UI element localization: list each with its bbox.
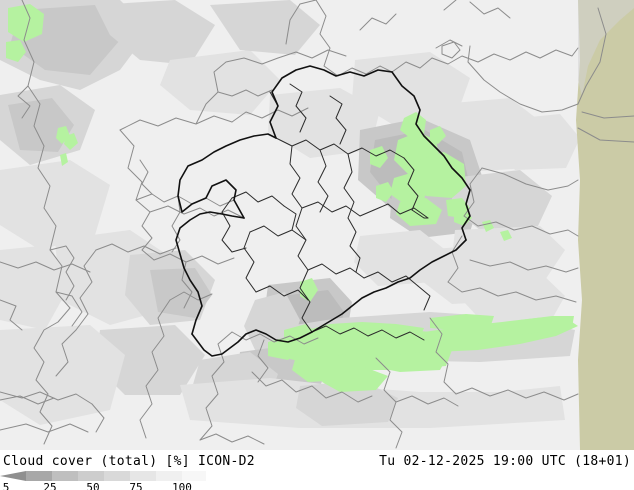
colorbar-ticks: 5 25 50 75 100 — [0, 481, 230, 490]
germany-national-border — [175, 65, 471, 357]
map-footer: Cloud cover (total) [%] ICON-D2 Tu 02-12… — [0, 450, 634, 490]
colorbar — [0, 471, 206, 481]
cloud-cover-map[interactable] — [0, 0, 634, 450]
valid-timestamp: Tu 02-12-2025 19:00 UTC (18+01) — [379, 454, 631, 469]
map-canvas — [0, 0, 634, 450]
country-borders — [0, 0, 579, 449]
colorbar-tick-3: 75 — [129, 481, 143, 490]
clear-sky-layer — [6, 4, 578, 392]
colorbar-tick-0: 5 — [2, 481, 10, 490]
colorbar-tick-4: 100 — [172, 481, 192, 490]
no-data-region — [576, 0, 634, 450]
german-state-borders — [221, 83, 431, 341]
colorbar-gradient — [0, 471, 206, 481]
colorbar-tick-1: 25 — [43, 481, 57, 490]
colorbar-tick-2: 50 — [86, 481, 100, 490]
product-title: Cloud cover (total) [%] ICON-D2 — [3, 454, 255, 469]
